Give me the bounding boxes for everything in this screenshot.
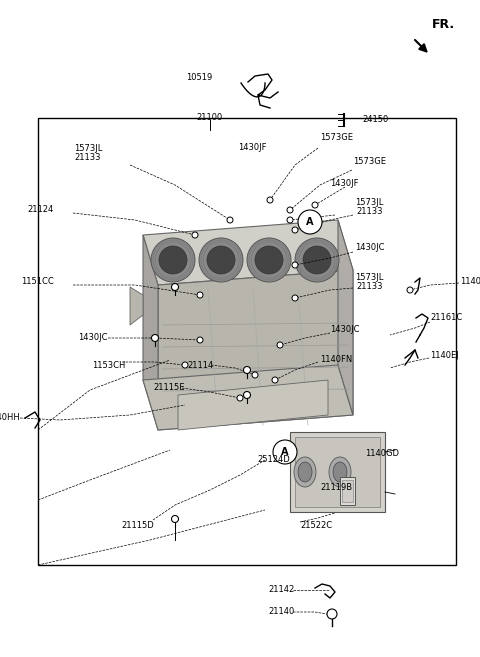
Bar (295, 437, 380, 507)
Polygon shape (143, 365, 353, 430)
Text: 1430JC: 1430JC (79, 332, 108, 342)
Text: 1153CH: 1153CH (92, 361, 125, 369)
Circle shape (298, 210, 322, 234)
Text: 21115E: 21115E (154, 384, 185, 392)
Text: 1430JC: 1430JC (330, 325, 360, 334)
Text: 1140HH: 1140HH (0, 413, 20, 422)
Circle shape (255, 246, 283, 274)
Text: 25124D: 25124D (257, 455, 290, 464)
Circle shape (159, 246, 187, 274)
Circle shape (192, 232, 198, 238)
Bar (290, 432, 385, 512)
Text: FR.: FR. (432, 18, 455, 31)
Circle shape (287, 207, 293, 213)
Text: 21140: 21140 (269, 608, 295, 616)
Circle shape (252, 372, 258, 378)
Circle shape (327, 609, 337, 619)
Text: 21142: 21142 (269, 585, 295, 595)
Polygon shape (143, 235, 158, 430)
Circle shape (287, 217, 293, 223)
Ellipse shape (329, 457, 351, 487)
Circle shape (243, 367, 251, 373)
Circle shape (273, 440, 297, 464)
Text: 21522C: 21522C (300, 520, 332, 530)
Circle shape (272, 377, 278, 383)
Circle shape (152, 334, 158, 342)
Ellipse shape (298, 462, 312, 482)
Text: 21119B: 21119B (320, 484, 352, 493)
Circle shape (303, 246, 331, 274)
Circle shape (197, 337, 203, 343)
Text: 1430JF: 1430JF (330, 179, 359, 187)
Text: 21115D: 21115D (121, 520, 154, 530)
Text: 1573GE: 1573GE (353, 158, 386, 166)
Text: 24150: 24150 (362, 116, 388, 124)
Circle shape (277, 342, 283, 348)
Text: 21114: 21114 (188, 361, 214, 369)
Polygon shape (143, 220, 353, 285)
Text: 21124: 21124 (28, 204, 54, 214)
Circle shape (292, 227, 298, 233)
Circle shape (237, 395, 243, 401)
Bar (340, 477, 355, 505)
Text: A: A (281, 447, 289, 457)
Text: 1140EJ: 1140EJ (430, 350, 459, 359)
Circle shape (243, 392, 251, 399)
Text: 21161C: 21161C (430, 313, 462, 323)
Ellipse shape (333, 462, 347, 482)
Circle shape (197, 292, 203, 298)
Circle shape (151, 238, 195, 282)
Polygon shape (178, 380, 328, 430)
Text: 1140GD: 1140GD (365, 449, 399, 457)
Text: 1573JL
21133: 1573JL 21133 (355, 198, 384, 216)
Text: 1573GE: 1573GE (320, 133, 353, 143)
Text: 1573JL
21133: 1573JL 21133 (74, 144, 102, 162)
Text: 1430JF: 1430JF (238, 143, 266, 152)
Ellipse shape (294, 457, 316, 487)
Circle shape (407, 287, 413, 293)
Circle shape (247, 238, 291, 282)
Circle shape (171, 284, 179, 290)
Text: 1573JL
21133: 1573JL 21133 (355, 273, 384, 291)
Text: 21100: 21100 (197, 114, 223, 122)
Circle shape (207, 246, 235, 274)
Text: 1140HK: 1140HK (460, 277, 480, 286)
Text: 1140FN: 1140FN (320, 355, 352, 365)
Polygon shape (338, 220, 353, 415)
Circle shape (292, 262, 298, 268)
Text: 10519: 10519 (186, 74, 212, 83)
Text: 1430JC: 1430JC (355, 242, 384, 252)
Circle shape (295, 238, 339, 282)
Text: 1151CC: 1151CC (21, 277, 54, 286)
Bar (342, 480, 353, 502)
Text: A: A (306, 217, 314, 227)
Circle shape (199, 238, 243, 282)
Polygon shape (130, 287, 143, 325)
Bar (38, 118, 456, 565)
Circle shape (312, 202, 318, 208)
Circle shape (267, 197, 273, 203)
Polygon shape (158, 270, 353, 430)
Circle shape (292, 295, 298, 301)
Circle shape (171, 516, 179, 522)
Circle shape (227, 217, 233, 223)
Circle shape (182, 362, 188, 368)
